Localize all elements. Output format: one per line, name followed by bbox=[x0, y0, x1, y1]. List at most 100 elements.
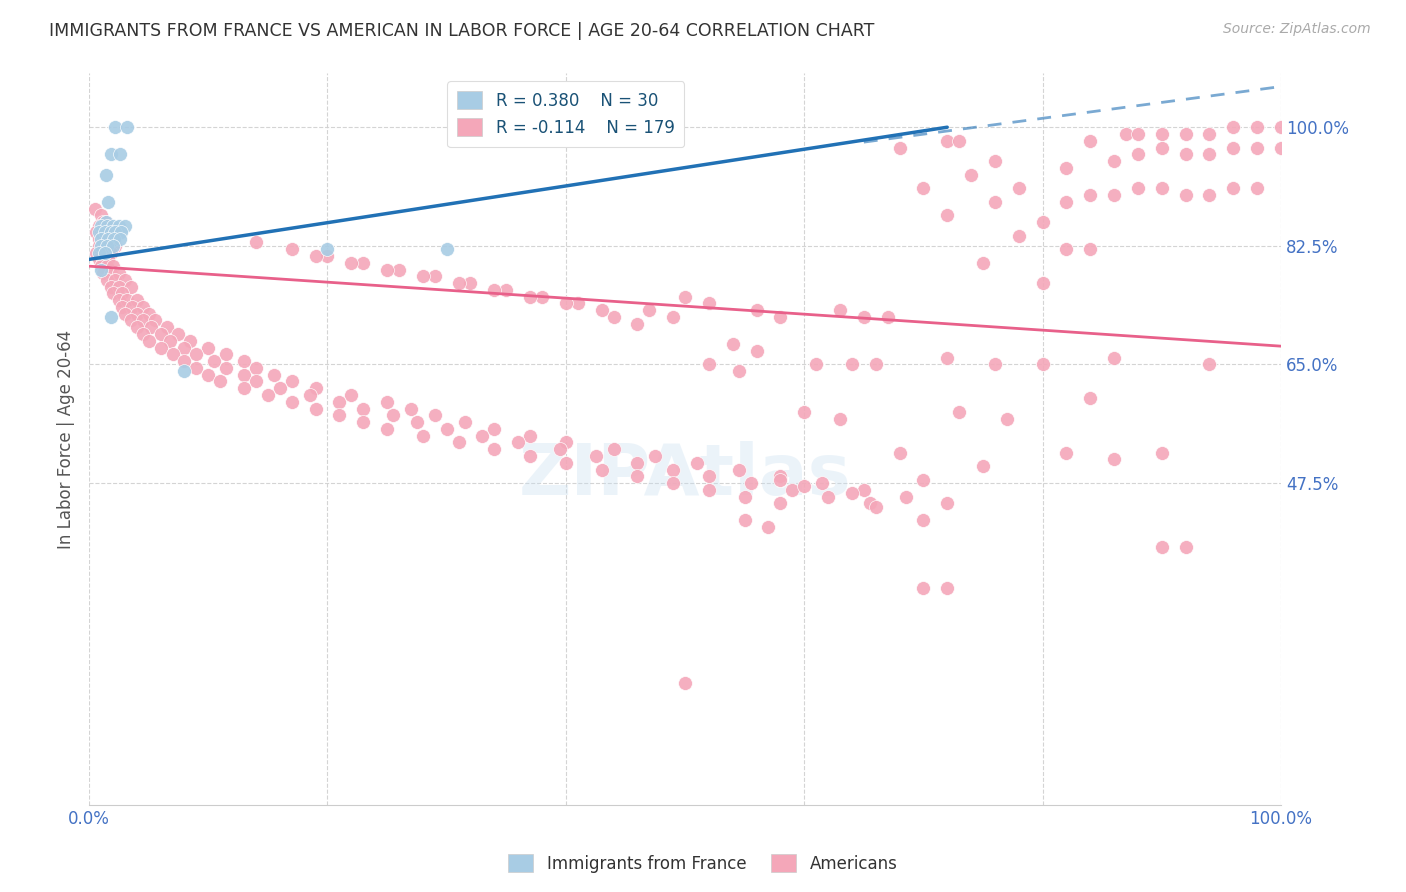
Point bbox=[828, 411, 851, 425]
Point bbox=[1126, 181, 1149, 195]
Point bbox=[936, 496, 959, 510]
Point bbox=[90, 225, 112, 239]
Point bbox=[984, 358, 1007, 372]
Point bbox=[793, 405, 815, 419]
Point bbox=[727, 364, 749, 378]
Point bbox=[591, 462, 613, 476]
Point bbox=[1174, 541, 1197, 555]
Point bbox=[245, 375, 267, 389]
Point bbox=[155, 320, 177, 334]
Point bbox=[852, 310, 875, 324]
Point bbox=[84, 202, 107, 216]
Point bbox=[96, 219, 118, 233]
Point bbox=[131, 313, 153, 327]
Point bbox=[186, 360, 208, 375]
Point bbox=[100, 279, 122, 293]
Point bbox=[519, 290, 541, 304]
Point bbox=[436, 422, 458, 436]
Text: ZIPAtlas: ZIPAtlas bbox=[519, 442, 851, 510]
Point bbox=[1032, 358, 1054, 372]
Point bbox=[1126, 127, 1149, 141]
Point bbox=[352, 415, 374, 429]
Point bbox=[101, 239, 124, 253]
Point bbox=[1198, 127, 1220, 141]
Point bbox=[1246, 140, 1268, 154]
Point bbox=[405, 415, 427, 429]
Point bbox=[103, 232, 125, 246]
Point bbox=[111, 286, 134, 301]
Point bbox=[697, 483, 720, 497]
Point bbox=[436, 242, 458, 256]
Point bbox=[114, 219, 136, 233]
Point bbox=[769, 496, 792, 510]
Point bbox=[173, 354, 195, 368]
Point bbox=[1102, 351, 1125, 365]
Point bbox=[101, 232, 124, 246]
Point bbox=[98, 239, 121, 253]
Point bbox=[453, 415, 475, 429]
Point bbox=[97, 252, 120, 267]
Point bbox=[100, 225, 122, 239]
Point bbox=[149, 326, 172, 341]
Point bbox=[1078, 392, 1101, 406]
Legend: Immigrants from France, Americans: Immigrants from France, Americans bbox=[502, 847, 904, 880]
Point bbox=[93, 232, 115, 246]
Point bbox=[1008, 181, 1031, 195]
Point bbox=[104, 239, 127, 253]
Point bbox=[120, 279, 142, 293]
Point bbox=[108, 279, 131, 293]
Point bbox=[697, 296, 720, 310]
Point bbox=[1102, 188, 1125, 202]
Point bbox=[948, 405, 970, 419]
Point bbox=[87, 252, 110, 267]
Point bbox=[585, 449, 607, 463]
Point bbox=[90, 239, 112, 253]
Point bbox=[197, 368, 219, 382]
Point bbox=[87, 219, 110, 233]
Point bbox=[745, 343, 768, 358]
Point bbox=[591, 303, 613, 318]
Point bbox=[602, 442, 624, 457]
Point bbox=[97, 194, 120, 209]
Text: IMMIGRANTS FROM FRANCE VS AMERICAN IN LABOR FORCE | AGE 20-64 CORRELATION CHART: IMMIGRANTS FROM FRANCE VS AMERICAN IN LA… bbox=[49, 22, 875, 40]
Point bbox=[1126, 147, 1149, 161]
Point bbox=[90, 245, 112, 260]
Point bbox=[828, 303, 851, 318]
Point bbox=[1032, 215, 1054, 229]
Point bbox=[1102, 452, 1125, 467]
Point bbox=[1174, 147, 1197, 161]
Point bbox=[865, 500, 887, 514]
Point bbox=[328, 409, 350, 423]
Point bbox=[84, 245, 107, 260]
Point bbox=[173, 364, 195, 378]
Point bbox=[87, 232, 110, 246]
Point bbox=[1054, 194, 1077, 209]
Point bbox=[530, 290, 553, 304]
Point bbox=[447, 435, 470, 450]
Point bbox=[93, 225, 115, 239]
Point bbox=[484, 422, 506, 436]
Point bbox=[93, 215, 115, 229]
Point bbox=[100, 266, 122, 280]
Point bbox=[104, 225, 127, 239]
Point bbox=[101, 219, 124, 233]
Point bbox=[804, 358, 827, 372]
Point bbox=[1246, 181, 1268, 195]
Point bbox=[101, 259, 124, 273]
Point bbox=[740, 476, 762, 491]
Point bbox=[984, 154, 1007, 169]
Point bbox=[90, 219, 112, 233]
Point bbox=[159, 334, 181, 348]
Point bbox=[108, 147, 131, 161]
Point bbox=[811, 476, 834, 491]
Point bbox=[673, 290, 696, 304]
Point bbox=[782, 483, 804, 497]
Point bbox=[894, 490, 917, 504]
Point bbox=[1222, 120, 1244, 135]
Point bbox=[662, 462, 685, 476]
Point bbox=[960, 168, 983, 182]
Point bbox=[662, 476, 685, 491]
Point bbox=[602, 310, 624, 324]
Point bbox=[114, 273, 136, 287]
Point bbox=[1102, 154, 1125, 169]
